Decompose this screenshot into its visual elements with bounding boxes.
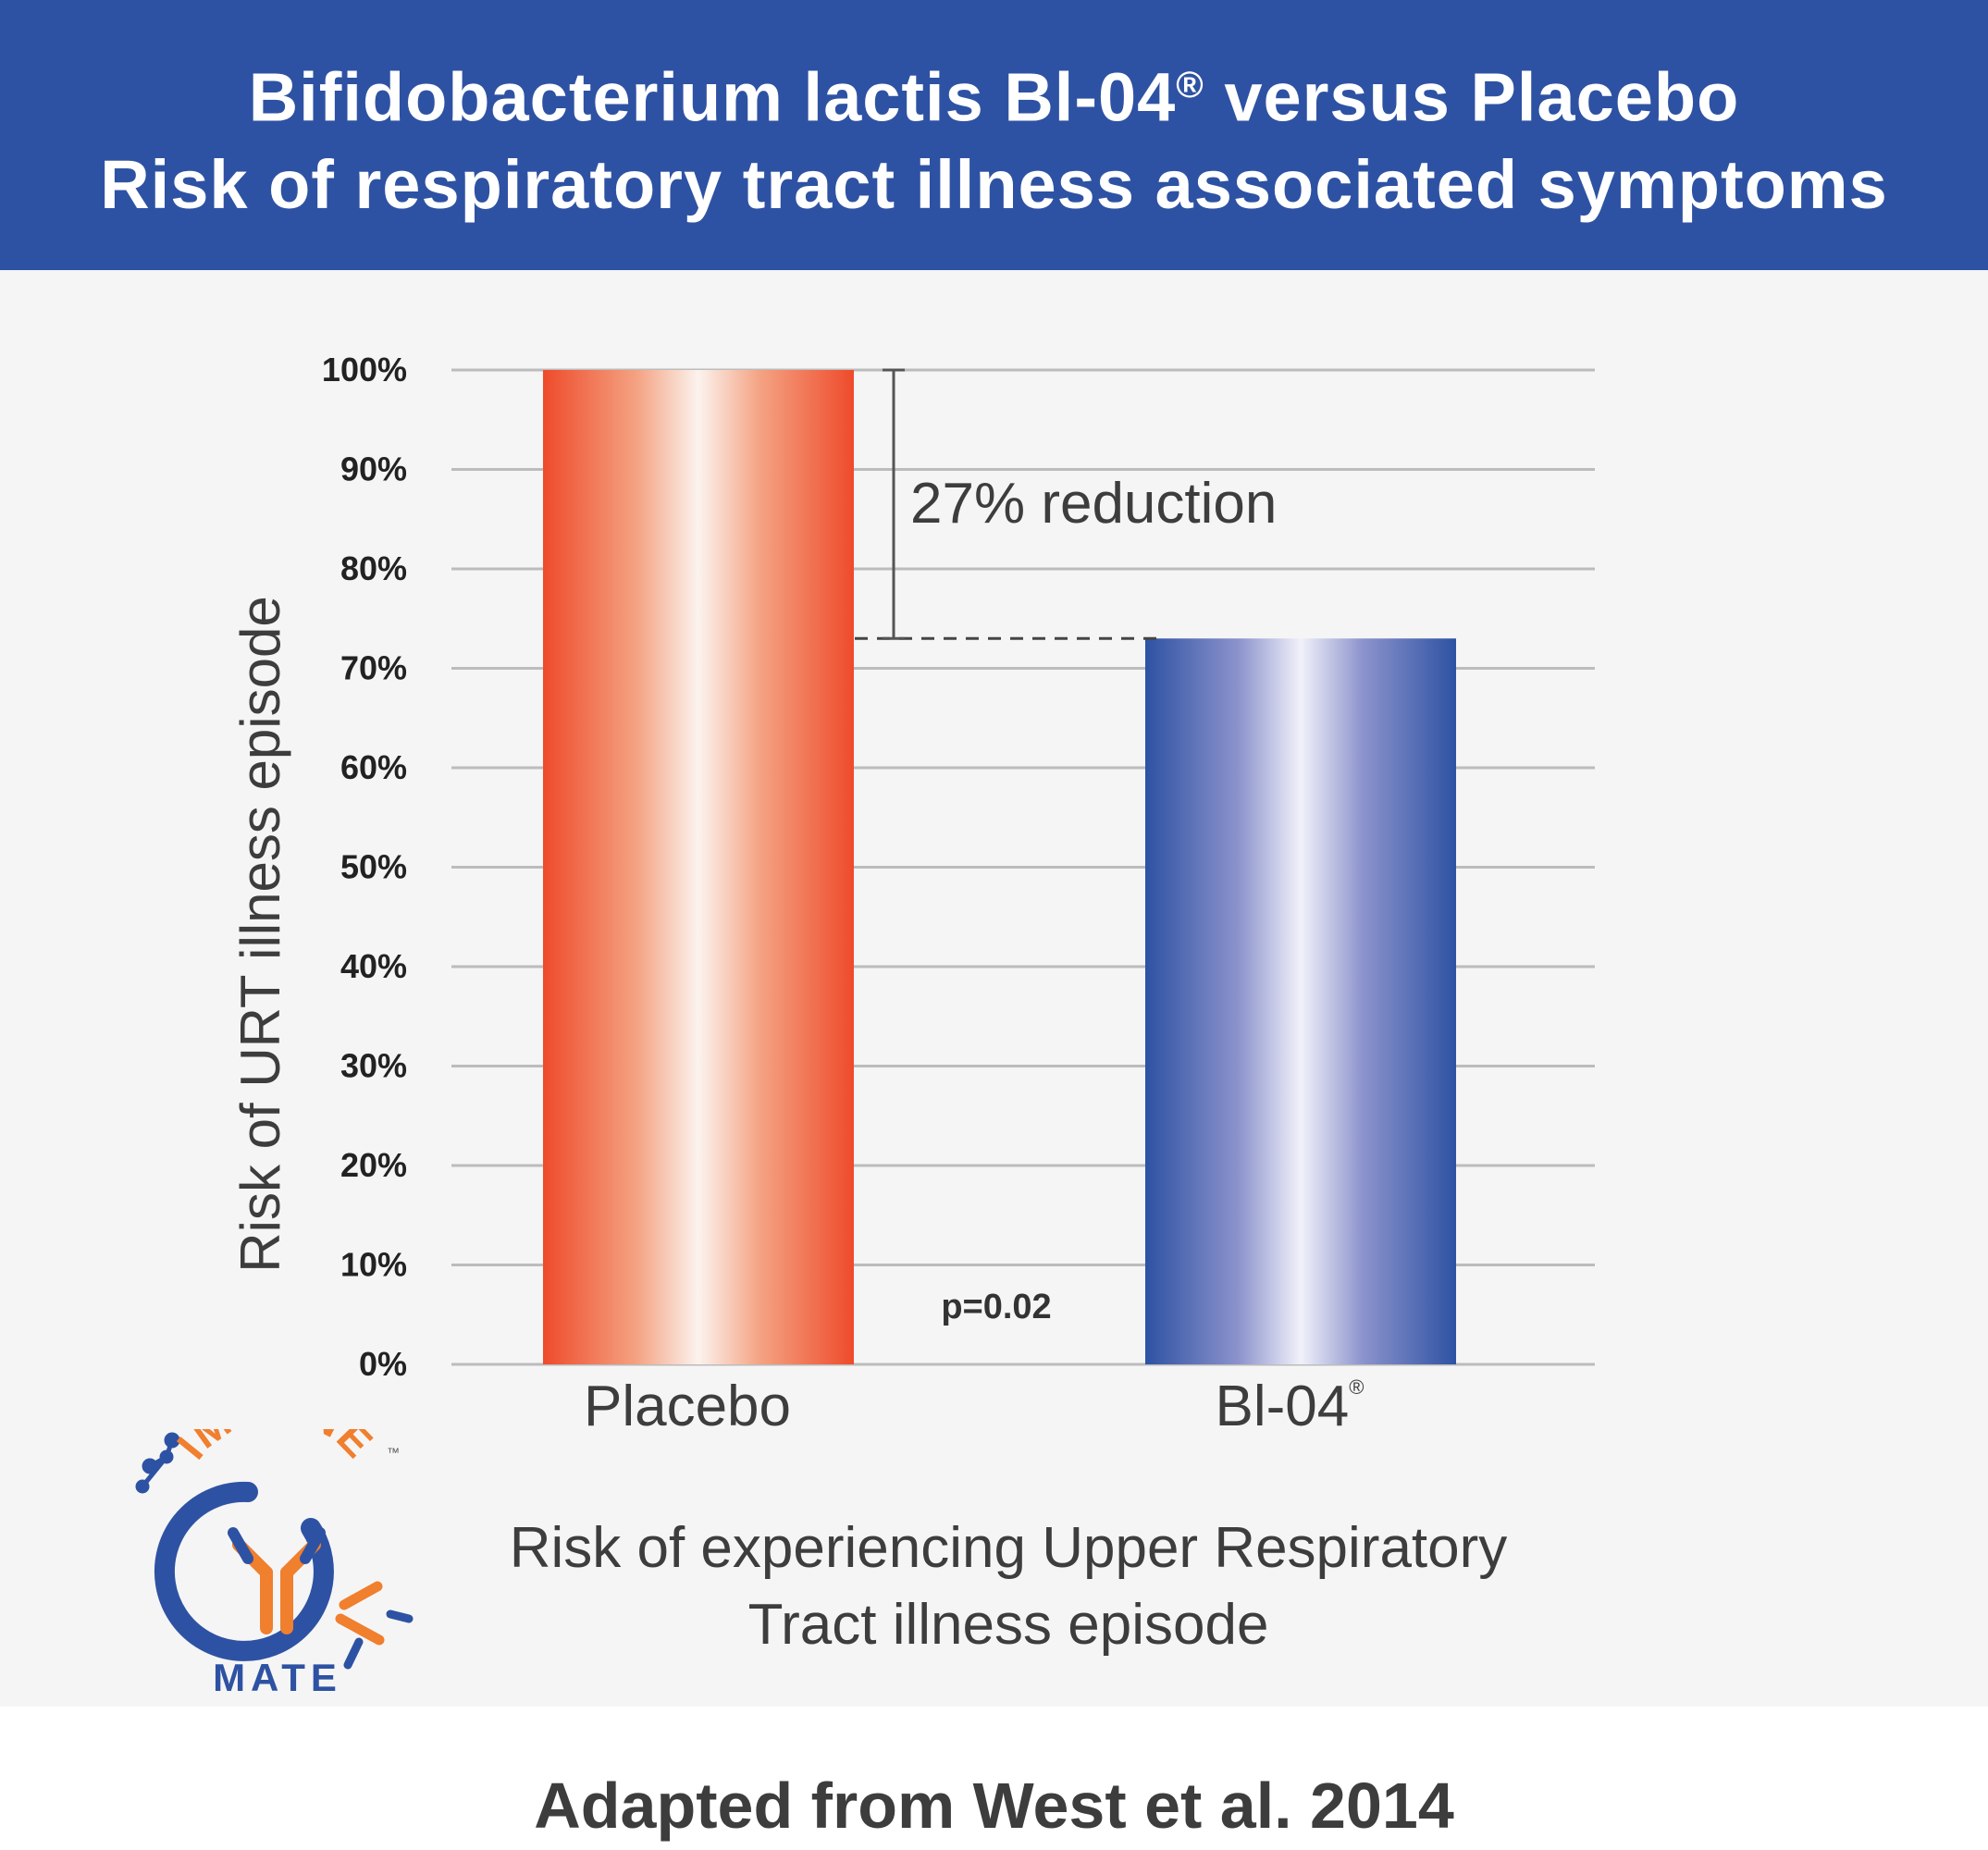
x-tick-label-0: Placebo [584,1375,791,1438]
y-tick-label-90: 90% [340,450,407,488]
bars: Placebo Bl-04® [543,370,1456,1438]
x-axis-label-line-1: Risk of experiencing Upper Respiratory [510,1516,1508,1580]
small-antibody-icon [335,1581,385,1646]
y-tick-label-60: 60% [340,748,407,786]
category-name-0: Placebo [584,1375,791,1438]
bar-bl-04 [1145,638,1456,1364]
y-tick-label-70: 70% [340,649,407,687]
title-registered-mark: ® [1176,65,1204,106]
y-tick-label-50: 50% [340,848,407,886]
x-axis-label-line-2: Tract illness episode [748,1593,1269,1657]
y-tick-label-10: 10% [340,1246,407,1284]
source-note: Adapted from West et al. 2014 [534,1770,1454,1842]
title-line-1: Bifidobacterium lactis Bl-04® versus Pla… [249,42,1740,142]
bar-placebo [543,370,854,1364]
logo-ring [154,1481,334,1661]
reduction-label: 27% reduction [910,472,1277,536]
category-mark-1: ® [1349,1375,1364,1399]
logo-trademark: ™ [387,1445,400,1460]
chart-panel: 0% 10% 20% 30% 40% 50% 60% 70% 80% 90% 100% Placeb… [0,270,1988,1707]
p-value-label: p=0.02 [941,1288,1051,1326]
logo-word-bottom: MATE [213,1656,342,1697]
y-tick-label-80: 80% [340,549,407,587]
category-name-1: Bl-04 [1216,1375,1350,1438]
title-line-1-main: Bifidobacterium lactis Bl-04 [248,58,1177,136]
immunemate-logo: IMMUNE ™ MATE [135,1429,414,1697]
y-tick-labels: 0% 10% 20% 30% 40% 50% 60% 70% 80% 90% 100% [322,351,407,1383]
y-axis-label: Risk of URT illness episode [229,596,291,1272]
title-line-2: Risk of respiratory tract illness associ… [100,145,1888,223]
y-tick-label-100: 100% [322,351,407,388]
y-tick-label-30: 30% [340,1047,407,1085]
y-tick-label-0: 0% [359,1345,407,1383]
bar-chart: 0% 10% 20% 30% 40% 50% 60% 70% 80% 90% 100% Placeb… [229,351,1595,1657]
chart-header: Bifidobacterium lactis Bl-04® versus Pla… [0,0,1988,270]
y-tick-label-40: 40% [340,947,407,985]
molecule-icon [135,1432,180,1494]
x-tick-label-1: Bl-04® [1216,1375,1364,1438]
logo-word-top: IMMUNE [167,1429,384,1468]
annotations: 27% reduction p=0.02 [855,368,1277,1326]
title-line-1-rest: versus Placebo [1204,58,1740,136]
y-tick-label-20: 20% [340,1146,407,1184]
